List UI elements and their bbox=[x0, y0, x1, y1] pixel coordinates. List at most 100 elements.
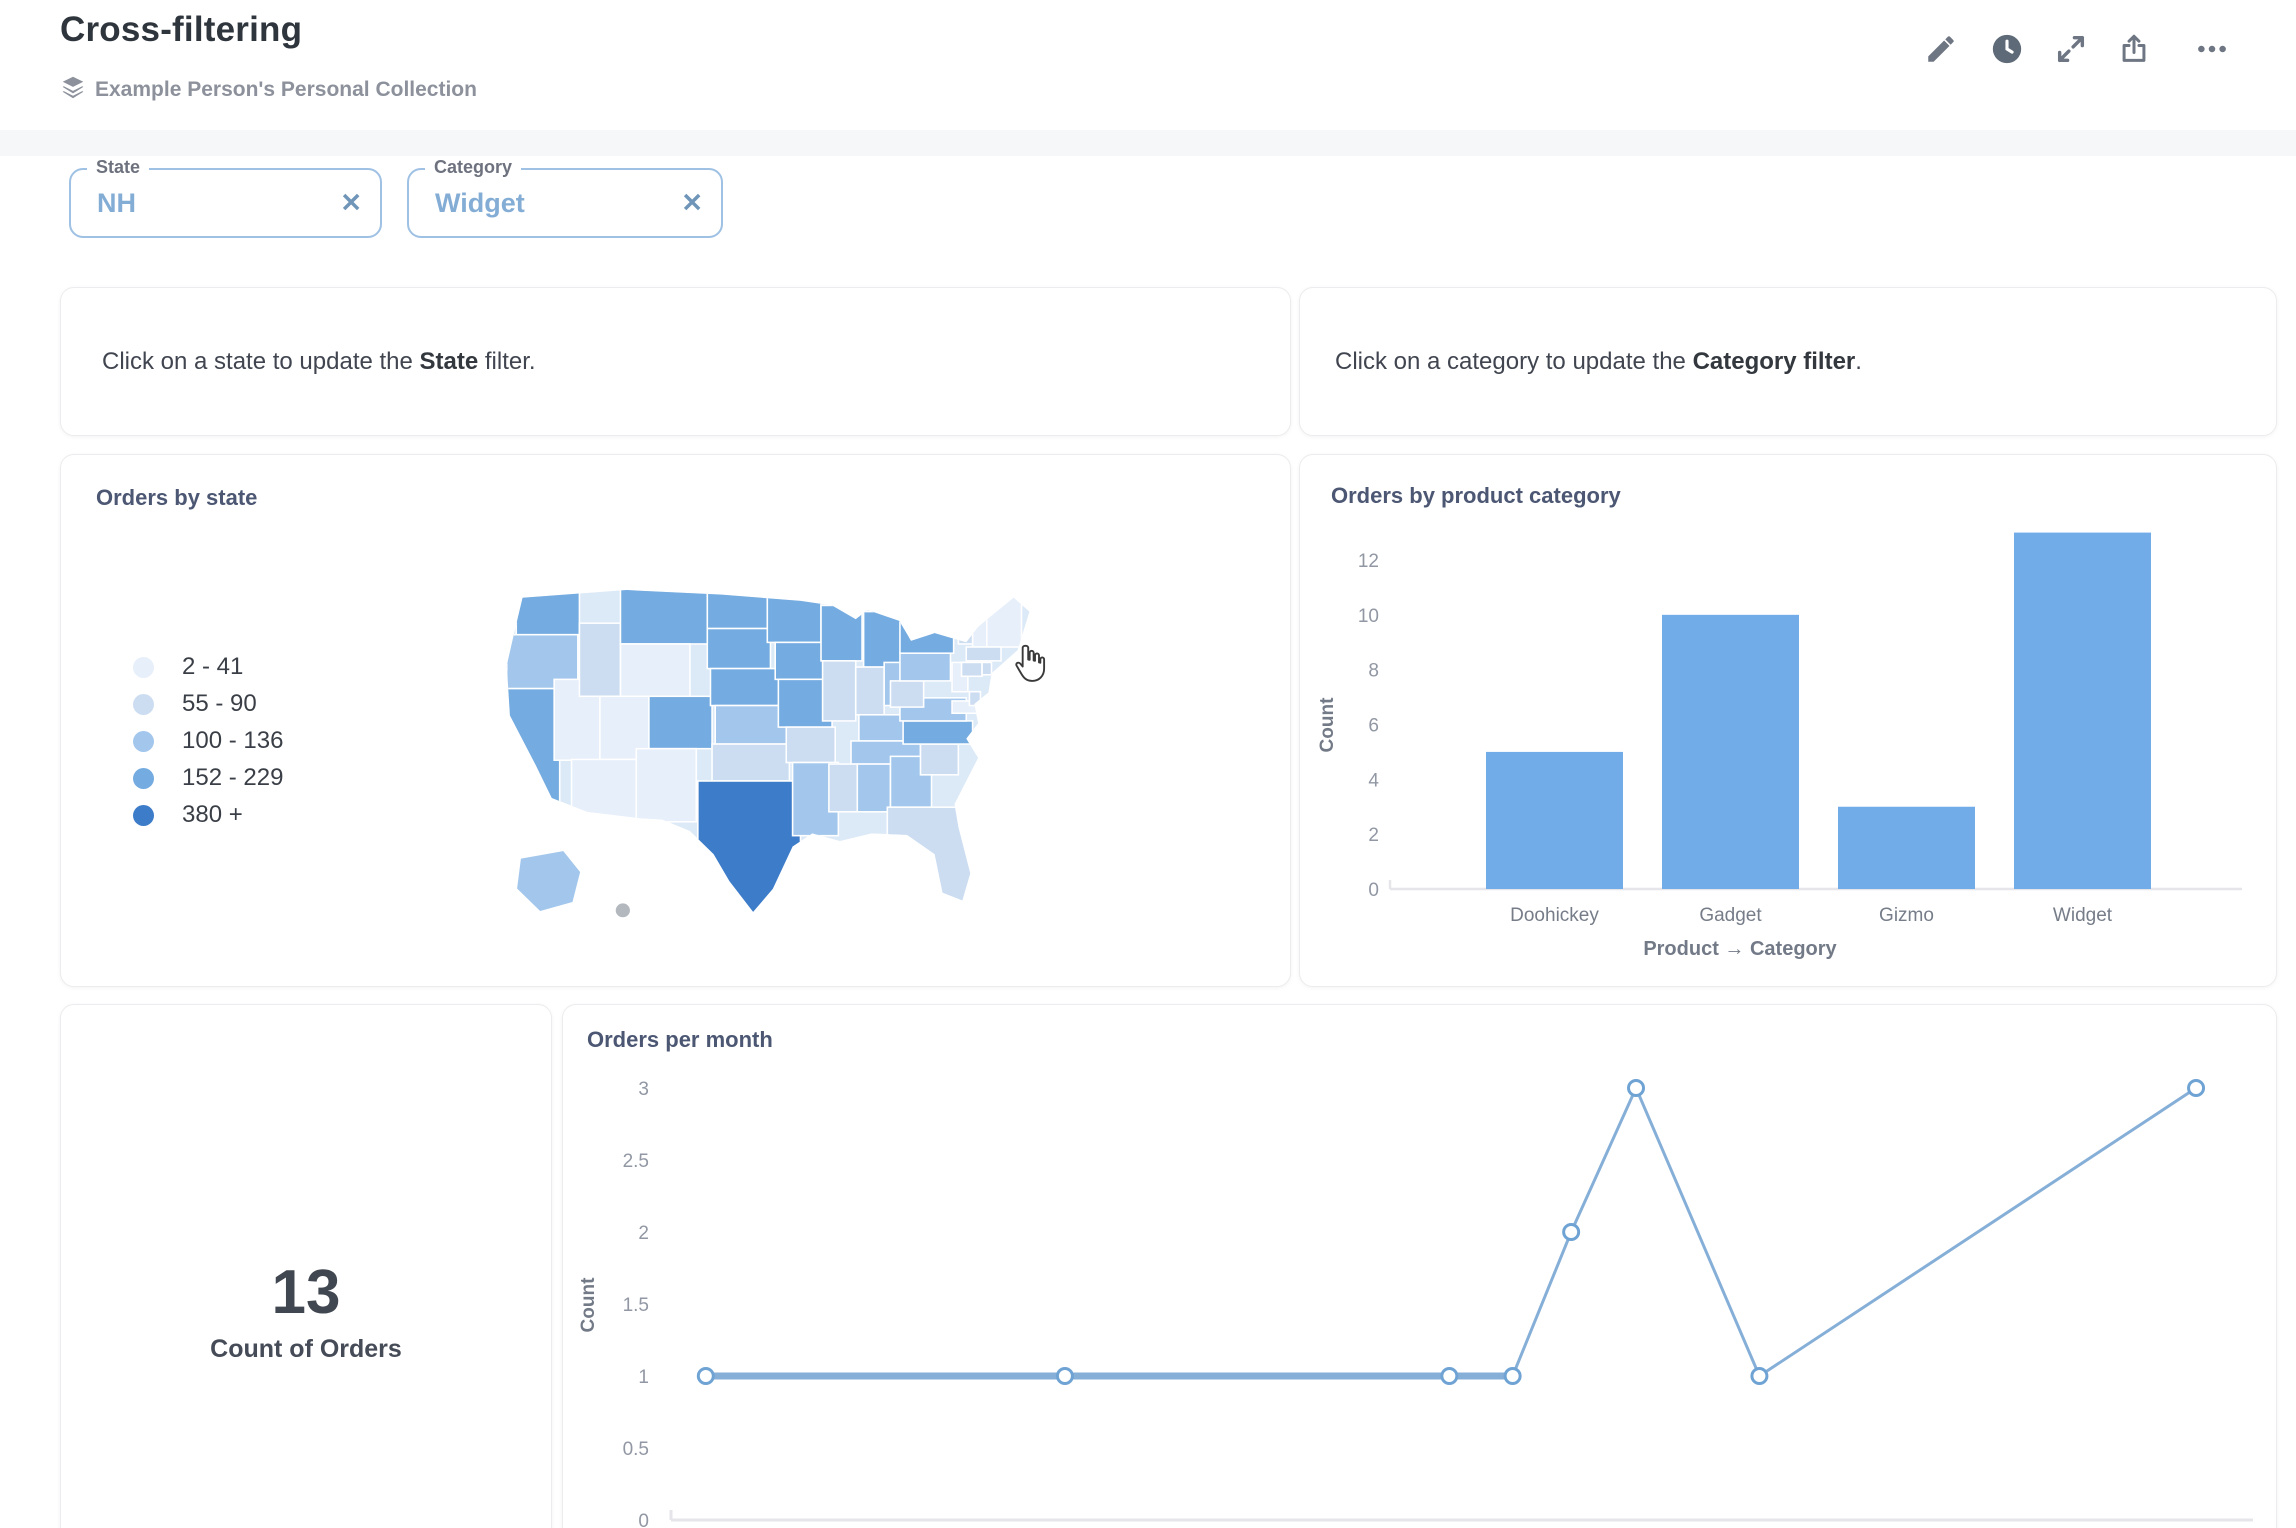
state-IN[interactable] bbox=[854, 666, 885, 716]
edit-dashboard-button[interactable] bbox=[1918, 26, 1964, 72]
state-AK[interactable] bbox=[515, 849, 582, 913]
line-data-point[interactable] bbox=[1562, 1223, 1581, 1241]
state-FL[interactable] bbox=[886, 806, 975, 909]
legend-label: 55 - 90 bbox=[182, 690, 257, 717]
legend-dot-icon bbox=[133, 804, 154, 826]
state-WI[interactable] bbox=[820, 604, 863, 662]
legend-item: 152 - 229 bbox=[133, 764, 283, 792]
line-data-point[interactable] bbox=[1750, 1367, 1769, 1385]
orders-by-state-card: Orders by state 2 - 41 55 - 90 100 - 136 15… bbox=[60, 454, 1291, 987]
bar-y-tick: 8 bbox=[1368, 661, 1379, 682]
bar-gizmo[interactable] bbox=[1838, 806, 1975, 889]
state-OK[interactable] bbox=[711, 743, 791, 782]
state-AL[interactable] bbox=[856, 763, 892, 813]
state-DE[interactable] bbox=[968, 690, 982, 707]
state-AZ[interactable] bbox=[570, 758, 638, 821]
line-y-tick: 0 bbox=[638, 1511, 649, 1528]
bar-y-tick: 12 bbox=[1358, 551, 1379, 572]
history-clock-button[interactable] bbox=[1984, 26, 2030, 72]
legend-dot-icon bbox=[133, 693, 154, 715]
state-CT[interactable] bbox=[960, 661, 983, 678]
bar-y-tick: 6 bbox=[1368, 716, 1379, 737]
legend-label: 380 + bbox=[182, 801, 243, 828]
category-filter-clear-icon[interactable]: ✕ bbox=[681, 187, 703, 218]
state-filter-label: State bbox=[87, 157, 150, 178]
bar-y-tick: 2 bbox=[1368, 825, 1379, 846]
state-MS[interactable] bbox=[828, 763, 859, 813]
legend-item: 2 - 41 bbox=[133, 653, 283, 681]
state-CA[interactable] bbox=[500, 687, 561, 805]
line-data-point[interactable] bbox=[1627, 1079, 1646, 1097]
legend-label: 152 - 229 bbox=[182, 764, 284, 791]
bar-doohickey[interactable] bbox=[1486, 751, 1623, 889]
line-y-tick: 1.5 bbox=[623, 1295, 649, 1316]
state-NY[interactable] bbox=[899, 621, 955, 654]
state-VT[interactable] bbox=[957, 609, 974, 645]
state-PA[interactable] bbox=[899, 652, 952, 682]
bar-x-label: Gizmo bbox=[1879, 905, 1934, 926]
dashboard-title: Cross-filtering bbox=[60, 10, 303, 49]
line-data-point[interactable] bbox=[2187, 1079, 2206, 1097]
legend-dot-icon bbox=[133, 656, 154, 678]
category-filter[interactable]: Category Widget ✕ bbox=[407, 157, 723, 238]
state-IA[interactable] bbox=[774, 641, 829, 681]
line-y-tick: 2.5 bbox=[623, 1151, 649, 1172]
line-data-point[interactable] bbox=[696, 1367, 715, 1385]
line-y-tick: 3 bbox=[638, 1079, 649, 1100]
state-NH[interactable] bbox=[971, 609, 988, 648]
legend-item: 100 - 136 bbox=[133, 727, 283, 755]
state-WV[interactable] bbox=[889, 680, 925, 708]
state-ID[interactable] bbox=[578, 622, 622, 698]
state-MN[interactable] bbox=[766, 589, 822, 644]
line-y-tick: 1 bbox=[638, 1367, 649, 1388]
collection-name: Example Person's Personal Collection bbox=[95, 78, 477, 101]
bar-x-label: Gadget bbox=[1699, 905, 1762, 926]
legend-dot-icon bbox=[133, 767, 154, 789]
more-options-button[interactable] bbox=[2186, 26, 2238, 72]
bar-chart[interactable]: 0 2 4 6 8 10 12 Doohickey Gadget Gizmo Widget Produ… bbox=[1300, 455, 2278, 988]
category-filter-value[interactable]: Widget bbox=[435, 187, 525, 218]
state-CO[interactable] bbox=[648, 695, 713, 750]
state-NM[interactable] bbox=[635, 747, 698, 823]
state-IL[interactable] bbox=[821, 660, 857, 722]
line-chart[interactable]: 0 0.5 1 1.5 2 2.5 3 Count bbox=[563, 1005, 2278, 1528]
state-SC[interactable] bbox=[919, 743, 960, 776]
state-MT[interactable] bbox=[619, 589, 709, 645]
state-ND[interactable] bbox=[706, 589, 769, 630]
us-choropleth-map[interactable] bbox=[461, 550, 1061, 935]
state-ME[interactable] bbox=[982, 587, 1023, 648]
map-card-title: Orders by state bbox=[96, 485, 258, 510]
state-SD[interactable] bbox=[706, 627, 772, 670]
breadcrumb[interactable]: Example Person's Personal Collection bbox=[60, 74, 477, 106]
bar-x-label: Widget bbox=[2053, 905, 2113, 926]
line-data-point[interactable] bbox=[1440, 1367, 1459, 1385]
bar-y-axis-title: Count bbox=[1317, 697, 1338, 753]
state-NC[interactable] bbox=[902, 720, 974, 745]
state-hint-card: Click on a state to update the State fil… bbox=[60, 287, 1291, 436]
state-filter-clear-icon[interactable]: ✕ bbox=[340, 187, 362, 218]
state-WA[interactable] bbox=[515, 589, 581, 636]
line-data-point[interactable] bbox=[1055, 1367, 1074, 1385]
orders-per-month-card: Orders per month 0 0.5 1 1.5 2 2.5 3 Count bbox=[562, 1004, 2277, 1528]
bar-widget[interactable] bbox=[2014, 532, 2151, 889]
state-AR[interactable] bbox=[785, 726, 836, 764]
state-WY[interactable] bbox=[619, 643, 691, 698]
line-card-title: Orders per month bbox=[587, 1027, 773, 1052]
category-hint-card: Click on a category to update the Catego… bbox=[1299, 287, 2277, 436]
state-TX[interactable] bbox=[697, 780, 802, 916]
state-NE[interactable] bbox=[709, 667, 784, 707]
fullscreen-button[interactable] bbox=[2048, 26, 2094, 72]
legend-item: 55 - 90 bbox=[133, 690, 283, 718]
state-MA[interactable] bbox=[965, 646, 1002, 662]
bar-gadget[interactable] bbox=[1662, 614, 1799, 889]
category-filter-label: Category bbox=[425, 157, 522, 178]
state-filter[interactable]: State NH ✕ bbox=[69, 157, 382, 238]
state-RI[interactable] bbox=[981, 661, 993, 676]
state-filter-value[interactable]: NH bbox=[97, 187, 136, 218]
line-data-point[interactable] bbox=[1503, 1367, 1522, 1385]
state-HI[interactable] bbox=[615, 903, 630, 918]
state-KS[interactable] bbox=[714, 704, 789, 745]
collection-layers-icon bbox=[60, 74, 86, 106]
share-button[interactable] bbox=[2111, 26, 2157, 72]
